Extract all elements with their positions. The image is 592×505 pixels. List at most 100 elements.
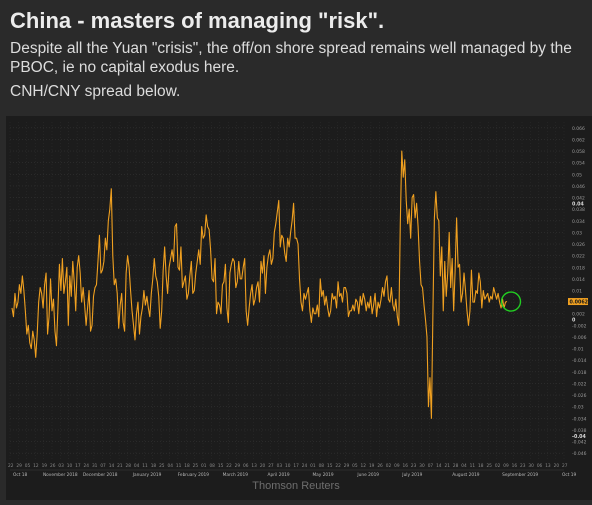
x-day-label: 04 <box>167 463 173 469</box>
x-month-label: May 2019 <box>312 472 333 478</box>
y-tick-label: 0.014 <box>572 277 585 283</box>
x-day-label: 03 <box>58 463 64 469</box>
y-tick-label: 0.046 <box>572 184 585 190</box>
x-day-label: 03 <box>277 463 283 469</box>
x-day-label: 08 <box>319 463 325 469</box>
y-tick-label-major: -0.04 <box>572 434 586 440</box>
x-day-label: 11 <box>470 463 476 469</box>
page-subtitle: Despite all the Yuan "crisis", the off/o… <box>10 40 572 76</box>
series-layer <box>11 150 508 419</box>
chart-caption: CNH/CNY spread below. <box>10 83 181 100</box>
x-day-label: 10 <box>67 463 73 469</box>
x-day-label: 26 <box>377 463 383 469</box>
x-day-label: 22 <box>8 463 14 469</box>
x-day-label: 23 <box>520 463 526 469</box>
x-day-label: 31 <box>92 463 98 469</box>
x-month-label: February 2019 <box>178 472 210 478</box>
y-tick-label: 0.066 <box>572 126 585 132</box>
y-tick-label: 0.01 <box>572 289 582 295</box>
x-day-label: 19 <box>369 463 375 469</box>
y-tick-label: 0.026 <box>572 242 585 248</box>
x-day-label: 04 <box>461 463 467 469</box>
x-day-label: 30 <box>419 463 425 469</box>
x-day-label: 06 <box>243 463 249 469</box>
x-day-label: 29 <box>235 463 241 469</box>
y-tick-label: -0.03 <box>572 405 584 411</box>
x-day-label: 23 <box>411 463 417 469</box>
x-day-label: 22 <box>335 463 341 469</box>
x-month-label: July 2019 <box>401 472 422 478</box>
x-day-label: 10 <box>285 463 291 469</box>
x-month-label: November 2018 <box>43 472 78 478</box>
y-tick-label: 0.018 <box>572 265 585 271</box>
x-day-label: 22 <box>226 463 232 469</box>
x-day-label: 14 <box>109 463 115 469</box>
x-day-label: 12 <box>361 463 367 469</box>
x-day-label: 21 <box>444 463 450 469</box>
y-tick-label: 0.03 <box>572 230 582 236</box>
y-tick-label: 0.05 <box>572 172 582 178</box>
y-tick-label: 0.002 <box>572 312 585 318</box>
x-day-label: 05 <box>25 463 31 469</box>
x-day-label: 20 <box>260 463 266 469</box>
x-day-label: 05 <box>352 463 358 469</box>
x-day-label: 09 <box>394 463 400 469</box>
spread-chart: 0.0660.0620.0580.0540.050.0460.0420.0380… <box>8 122 589 478</box>
last-value-label: 0.0062 <box>570 299 589 305</box>
x-day-label: 27 <box>562 463 568 469</box>
x-day-label: 28 <box>453 463 459 469</box>
y-tick-label: -0.026 <box>572 393 587 399</box>
x-day-label: 20 <box>554 463 560 469</box>
x-day-label: 12 <box>33 463 39 469</box>
x-day-label: 29 <box>344 463 350 469</box>
y-tick-label: -0.046 <box>572 451 587 457</box>
y-tick-label: -0.034 <box>572 416 587 422</box>
x-axis: 22 29 05 12 19 26 03 10 17 24 31 07 14 21 28 04 11 18 25 04… <box>8 463 577 478</box>
x-month-label: Oct 18 <box>13 472 28 478</box>
y-tick-label: 0.034 <box>572 219 585 225</box>
x-day-label: 04 <box>134 463 140 469</box>
last-value-tag <box>568 298 588 306</box>
y-tick-label: -0.018 <box>572 370 587 376</box>
x-day-label: 07 <box>428 463 434 469</box>
x-day-label: 14 <box>436 463 442 469</box>
x-day-label: 30 <box>528 463 534 469</box>
series-line <box>11 150 508 419</box>
x-day-label: 08 <box>209 463 215 469</box>
x-day-label: 16 <box>403 463 409 469</box>
x-day-label: 21 <box>117 463 123 469</box>
x-day-label: 15 <box>327 463 333 469</box>
y-tick-label: 0.062 <box>572 137 585 143</box>
y-tick-label: -0.014 <box>572 358 587 364</box>
x-month-label: April 2019 <box>268 472 290 478</box>
x-day-label: 27 <box>268 463 274 469</box>
x-month-label: June 2019 <box>356 472 379 478</box>
x-day-label: 28 <box>126 463 132 469</box>
x-day-label: 24 <box>302 463 308 469</box>
x-day-label: 11 <box>142 463 148 469</box>
x-month-label: September 2019 <box>502 472 538 478</box>
x-day-label: 19 <box>42 463 48 469</box>
x-month-label: December 2018 <box>83 472 118 478</box>
y-tick-label: -0.022 <box>572 381 587 387</box>
y-tick-label: 0.042 <box>572 196 585 202</box>
highlight-circle <box>500 291 522 312</box>
y-tick-label-major: 0.04 <box>572 201 584 207</box>
x-day-label: 01 <box>310 463 316 469</box>
x-day-label: 18 <box>151 463 157 469</box>
y-tick-label: 0.058 <box>572 149 585 155</box>
y-tick-label-major: 0 <box>572 318 576 324</box>
x-month-label: January 2019 <box>132 472 162 478</box>
x-day-label: 13 <box>545 463 551 469</box>
x-day-label: 09 <box>503 463 509 469</box>
x-day-label: 18 <box>184 463 190 469</box>
y-tick-label: -0.002 <box>572 323 587 329</box>
x-day-label: 26 <box>50 463 56 469</box>
x-month-label: Oct 19 <box>562 472 577 478</box>
x-month-label: August 2019 <box>452 472 480 478</box>
x-day-label: 25 <box>486 463 492 469</box>
y-tick-label: 0.038 <box>572 207 585 213</box>
y-tick-label: -0.01 <box>572 347 584 353</box>
x-day-label: 02 <box>386 463 392 469</box>
chart-panel: 0.066 0.062 0.058 0.054 0.05 0.046 0.042 0.038 0… <box>6 116 592 500</box>
